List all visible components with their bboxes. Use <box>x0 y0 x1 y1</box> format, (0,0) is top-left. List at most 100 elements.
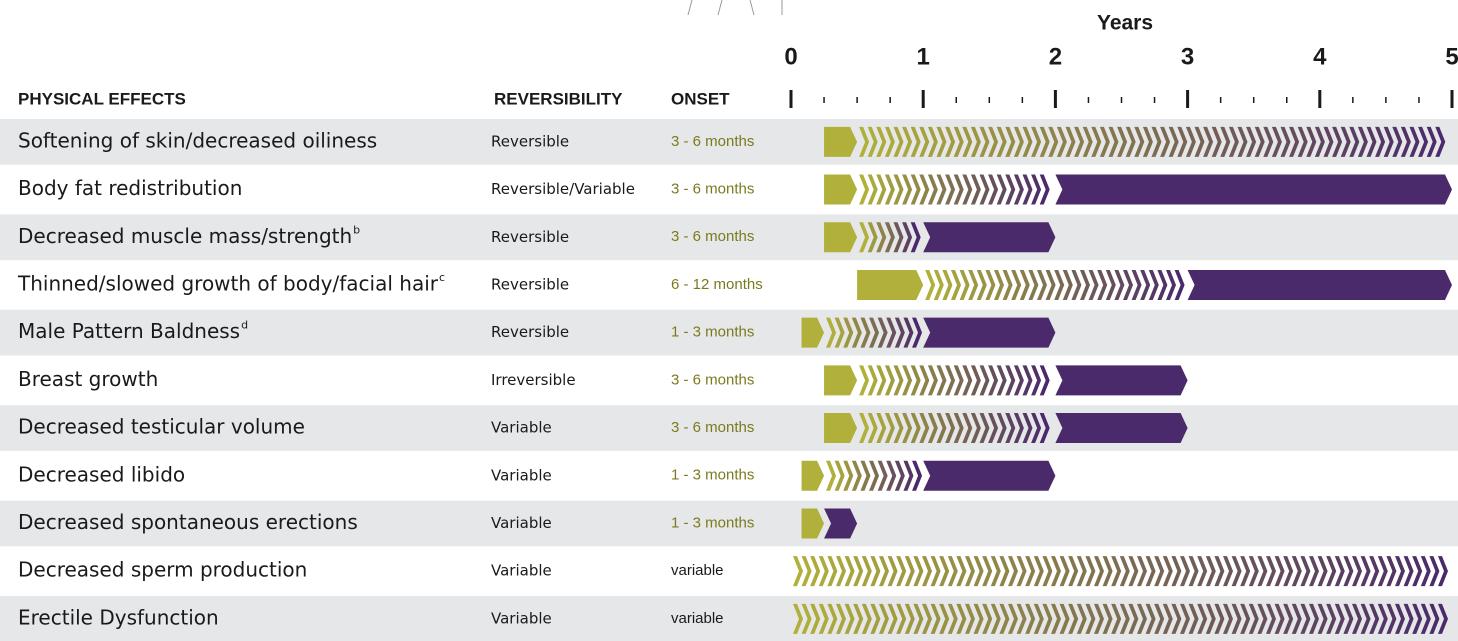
reversibility-label: Variable <box>491 562 552 580</box>
chevron <box>1059 556 1070 587</box>
chevron <box>1248 603 1259 634</box>
chevron <box>1016 556 1027 587</box>
chevron <box>1025 556 1036 587</box>
chevron <box>896 556 907 587</box>
chevron <box>869 317 880 348</box>
chevron <box>1117 126 1128 157</box>
chevron <box>1377 556 1388 587</box>
chevron <box>965 603 975 634</box>
chevron <box>1274 556 1285 587</box>
chevron <box>859 413 870 444</box>
effect-label: Breast growth <box>18 367 158 391</box>
chevron <box>945 413 956 444</box>
effect-label: Decreased muscle mass/strength <box>18 224 352 248</box>
chevron <box>1418 126 1429 157</box>
chevron <box>843 317 854 348</box>
chevron <box>1332 126 1343 157</box>
chevron <box>1326 556 1337 587</box>
chevron <box>894 460 905 491</box>
progress-chevrons <box>793 556 1448 587</box>
chevron <box>1125 126 1136 157</box>
reversibility-label: Reversible <box>491 132 569 150</box>
chevron <box>1435 126 1446 157</box>
chevron <box>904 556 915 587</box>
chevron <box>970 126 981 157</box>
chevron <box>1071 269 1082 300</box>
chevron <box>990 603 1001 634</box>
chevron <box>1031 413 1042 444</box>
effect-label: Decreased sperm production <box>18 558 307 582</box>
chevron <box>1386 603 1397 634</box>
chevron <box>1334 603 1345 634</box>
chevron <box>818 603 829 634</box>
chevron <box>970 413 981 444</box>
chevron <box>1248 556 1259 587</box>
chevron <box>870 556 881 587</box>
chevron <box>1140 269 1151 300</box>
chevron <box>1011 269 1022 300</box>
chevron <box>1119 603 1130 634</box>
chevron <box>1403 556 1414 587</box>
chevron <box>979 365 990 396</box>
chevron <box>1185 126 1196 157</box>
chevron <box>1008 556 1018 587</box>
chevron <box>1076 556 1087 587</box>
chevron <box>1013 413 1024 444</box>
chevron <box>1028 269 1039 300</box>
chevron <box>1180 603 1190 634</box>
chevron <box>1005 413 1016 444</box>
chevron <box>1343 556 1354 587</box>
chevron <box>953 365 964 396</box>
chevron <box>1309 556 1319 587</box>
chevron <box>1013 174 1024 205</box>
chevron <box>1002 269 1013 300</box>
chevron <box>826 317 837 348</box>
x-tick-label: 2 <box>1049 43 1062 70</box>
chevron <box>1134 126 1145 157</box>
chevron <box>933 269 944 300</box>
chevron <box>1375 126 1386 157</box>
chevron <box>860 460 871 491</box>
chevron <box>1426 126 1437 157</box>
chevron <box>919 413 930 444</box>
chevron <box>1059 603 1070 634</box>
chevron <box>1037 269 1047 300</box>
chevron <box>827 603 838 634</box>
chevron <box>970 174 981 205</box>
chevron <box>1231 556 1242 587</box>
effect-label: Decreased testicular volume <box>18 415 305 439</box>
row-background <box>0 500 1458 547</box>
chevron <box>1326 603 1337 634</box>
progress-chevrons <box>793 603 1448 634</box>
chevron <box>936 413 947 444</box>
chevron <box>1214 556 1225 587</box>
chevron <box>990 556 1001 587</box>
onset-label: 1 - 3 months <box>671 324 754 341</box>
chevron <box>879 603 889 634</box>
chevron <box>1065 126 1076 157</box>
chevron <box>859 365 870 396</box>
chevron <box>1317 556 1328 587</box>
chevron <box>884 174 895 205</box>
max-effect-bar <box>1187 269 1452 300</box>
chevron <box>844 603 855 634</box>
onset-bar <box>801 508 825 539</box>
chevron <box>1085 603 1096 634</box>
chevron <box>956 603 967 634</box>
chevron <box>1211 126 1222 157</box>
progress-chevrons <box>925 269 1185 300</box>
chevron <box>853 556 864 587</box>
chevron <box>1148 269 1159 300</box>
chevron <box>1171 603 1182 634</box>
max-effect-bar <box>923 222 1056 253</box>
reversibility-label: Reversible/Variable <box>491 180 635 198</box>
chevron <box>867 126 878 157</box>
chevron <box>836 556 846 587</box>
chevron <box>1263 126 1274 157</box>
chevron <box>1360 603 1371 634</box>
chevron <box>1223 603 1233 634</box>
reversibility-label: Irreversible <box>491 371 576 389</box>
reversibility-label: Reversible <box>491 323 569 341</box>
chevron <box>1317 603 1328 634</box>
chevron <box>1119 556 1130 587</box>
